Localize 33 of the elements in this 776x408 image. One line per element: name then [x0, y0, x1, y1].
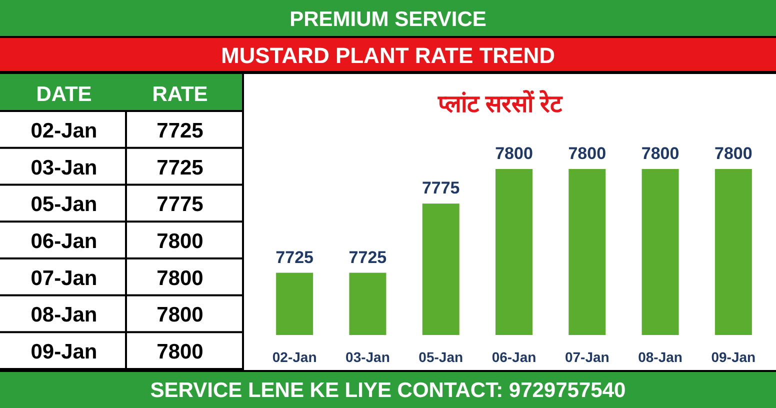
x-tick-label: 09-Jan	[711, 349, 756, 365]
data-label: 7800	[568, 144, 606, 163]
data-label: 7800	[156, 340, 204, 364]
data-label: 7775	[156, 193, 204, 216]
category-label: 08-Jan	[30, 304, 98, 327]
x-tick-label: 03-Jan	[346, 349, 390, 365]
x-tick-label: 08-Jan	[638, 349, 682, 365]
x-tick-label: 07-Jan	[564, 349, 610, 365]
text: PREMIUM SERVICE	[290, 8, 486, 31]
data-label: 7800	[495, 144, 533, 163]
chart-title: MUSTARD PLANT RATE TREND	[220, 43, 556, 68]
category-label: 02-Jan	[30, 119, 98, 142]
data-label: 7800	[156, 230, 204, 253]
category-label: 06-Jan	[30, 230, 98, 253]
x-tick-label: 02-Jan	[272, 349, 317, 365]
data-label: 7775	[422, 178, 460, 198]
data-label: 7725	[348, 248, 387, 267]
text: DATE	[36, 83, 92, 106]
data-label: 7800	[714, 144, 752, 163]
text: SERVICE LENE KE LIYE CONTACT: 9729757540	[150, 379, 626, 402]
category-label: 07-Jan	[30, 266, 98, 290]
text: RATE	[152, 83, 208, 106]
data-label: 7725	[156, 156, 204, 180]
data-label: 7725	[156, 119, 204, 142]
data-label: 7725	[276, 248, 314, 267]
data-label: 7800	[641, 144, 680, 163]
category-label: 03-Jan	[30, 156, 98, 180]
x-tick-label: 06-Jan	[492, 349, 536, 365]
data-label: 7800	[156, 304, 204, 327]
chart-subtitle: प्लांट सरसों रेट	[436, 90, 564, 118]
data-label: 7800	[156, 266, 204, 290]
category-label: 05-Jan	[30, 193, 98, 216]
x-tick-label: 05-Jan	[418, 349, 464, 365]
